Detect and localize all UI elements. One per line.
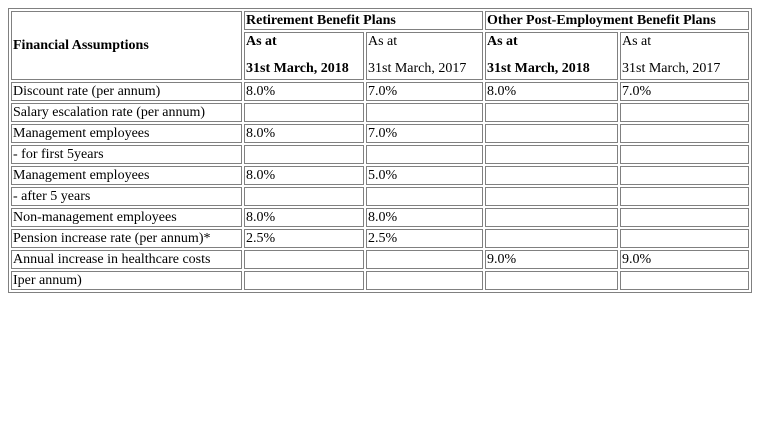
table-cell xyxy=(485,103,618,122)
table-cell xyxy=(620,166,749,185)
table-row: Annual increase in healthcare costs 9.0% 9… xyxy=(11,250,749,269)
table-cell: 2.5% xyxy=(244,229,364,248)
table-cell xyxy=(485,124,618,143)
column-header-retirement-2018: As at 31st March, 2018 xyxy=(244,32,364,80)
row-label: Discount rate (per annum) xyxy=(11,82,242,101)
column-header-retirement-2017: As at 31st March, 2017 xyxy=(366,32,483,80)
table-cell xyxy=(620,103,749,122)
table-cell xyxy=(620,145,749,164)
column-header-other-2017: As at 31st March, 2017 xyxy=(620,32,749,80)
row-label: Iper annum) xyxy=(11,271,242,290)
column-header-other-2018: As at 31st March, 2018 xyxy=(485,32,618,80)
financial-assumptions-table: Financial Assumptions Retirement Benefit… xyxy=(8,8,752,293)
table-cell: 9.0% xyxy=(620,250,749,269)
row-label: - for first 5years xyxy=(11,145,242,164)
table-cell xyxy=(620,271,749,290)
table-row: Non-management employees 8.0% 8.0% xyxy=(11,208,749,227)
header-row-dates: As at 31st March, 2018 As at 31st March,… xyxy=(11,32,749,80)
row-label: - after 5 years xyxy=(11,187,242,206)
retirement-benefit-plans-header: Retirement Benefit Plans xyxy=(244,11,483,30)
row-label: Pension increase rate (per annum)* xyxy=(11,229,242,248)
table-cell: 8.0% xyxy=(485,82,618,101)
table-cell xyxy=(485,229,618,248)
table-cell xyxy=(620,187,749,206)
table-cell: 8.0% xyxy=(244,82,364,101)
table-cell xyxy=(620,208,749,227)
table-cell: 7.0% xyxy=(366,124,483,143)
table-row: - after 5 years xyxy=(11,187,749,206)
table-cell: 8.0% xyxy=(244,124,364,143)
table-row: Management employees 8.0% 5.0% xyxy=(11,166,749,185)
table-cell xyxy=(244,145,364,164)
table-cell: 8.0% xyxy=(366,208,483,227)
table-cell: 7.0% xyxy=(620,82,749,101)
table-row: Discount rate (per annum) 8.0% 7.0% 8.0% 7.0… xyxy=(11,82,749,101)
financial-assumptions-header: Financial Assumptions xyxy=(11,11,242,80)
table-cell: 9.0% xyxy=(485,250,618,269)
table-row: Pension increase rate (per annum)* 2.5% 2.… xyxy=(11,229,749,248)
table-cell xyxy=(244,250,364,269)
row-label: Non-management employees xyxy=(11,208,242,227)
table-cell xyxy=(244,103,364,122)
row-label: Management employees xyxy=(11,166,242,185)
table-cell xyxy=(366,250,483,269)
table-cell xyxy=(485,271,618,290)
table-cell: 2.5% xyxy=(366,229,483,248)
table-cell: 7.0% xyxy=(366,82,483,101)
row-label: Management employees xyxy=(11,124,242,143)
table-cell xyxy=(620,124,749,143)
row-label: Salary escalation rate (per annum) xyxy=(11,103,242,122)
table-cell xyxy=(485,166,618,185)
table-row: Iper annum) xyxy=(11,271,749,290)
table-row: - for first 5years xyxy=(11,145,749,164)
table-cell xyxy=(366,103,483,122)
table-cell: 8.0% xyxy=(244,166,364,185)
table-cell xyxy=(620,229,749,248)
table-cell: 8.0% xyxy=(244,208,364,227)
table-cell xyxy=(244,271,364,290)
table-row: Management employees 8.0% 7.0% xyxy=(11,124,749,143)
table-row: Salary escalation rate (per annum) xyxy=(11,103,749,122)
other-post-employment-benefit-plans-header: Other Post-Employment Benefit Plans xyxy=(485,11,749,30)
table-cell xyxy=(366,187,483,206)
table-cell xyxy=(485,208,618,227)
table-cell xyxy=(244,187,364,206)
table-cell xyxy=(485,187,618,206)
header-row-groups: Financial Assumptions Retirement Benefit… xyxy=(11,11,749,80)
row-label: Annual increase in healthcare costs xyxy=(11,250,242,269)
table-cell xyxy=(366,145,483,164)
table-cell: 5.0% xyxy=(366,166,483,185)
table-cell xyxy=(366,271,483,290)
table-cell xyxy=(485,145,618,164)
